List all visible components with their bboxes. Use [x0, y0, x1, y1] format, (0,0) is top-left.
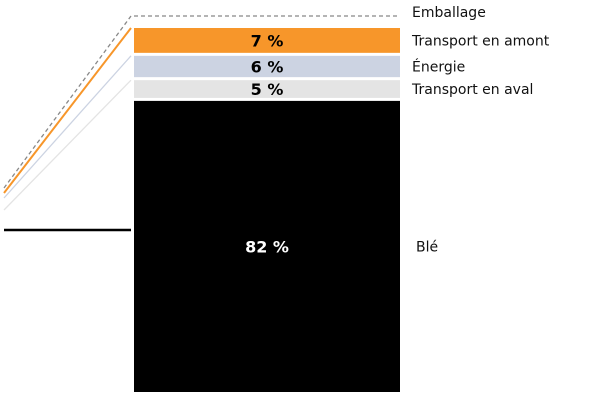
bar-segment-energie [134, 55, 400, 78]
category-label-transport-en-aval: Transport en aval [411, 82, 533, 98]
value-label-transport-en-aval: 5 % [251, 80, 284, 99]
value-label-energie: 6 % [251, 58, 284, 77]
connector-energie [3, 55, 132, 199]
value-label-ble: 82 % [245, 237, 289, 256]
connector-emballage [3, 15, 132, 189]
category-label-ble: Blé [416, 239, 438, 255]
category-label-energie: Énergie [412, 59, 465, 76]
category-label-emballage: Emballage [412, 5, 486, 21]
category-label-transport-en-amont: Transport en amont [411, 33, 550, 49]
connector-transport-en-amont [3, 27, 132, 194]
bar-segment-ble [134, 100, 400, 393]
bar-segment-transport-en-aval [134, 80, 400, 98]
connector-transport-en-aval [3, 79, 132, 211]
bar-segment-transport-en-amont [134, 28, 400, 53]
value-label-transport-en-amont: 7 % [251, 31, 284, 50]
